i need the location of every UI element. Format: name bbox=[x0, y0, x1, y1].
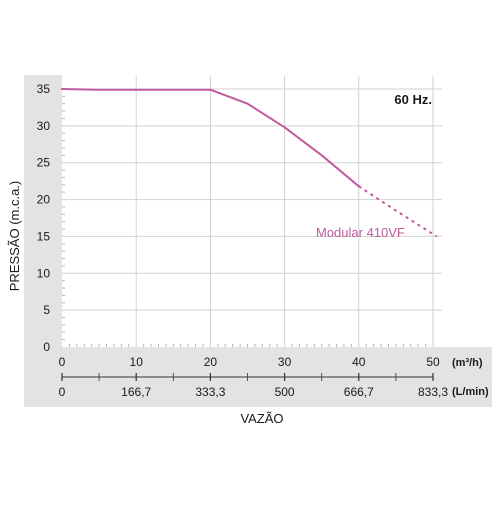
series-line-solid bbox=[61, 88, 360, 188]
series-label: Modular 410VF bbox=[316, 225, 405, 240]
x-tick-label-secondary: 500 bbox=[275, 385, 295, 399]
grid-lines bbox=[62, 76, 442, 347]
x-unit-secondary: (L/min) bbox=[452, 386, 489, 398]
y-axis-label: PRESSÃO (m.c.a.) bbox=[7, 181, 22, 292]
y-tick-label: 0 bbox=[43, 340, 50, 354]
y-axis-band bbox=[24, 75, 62, 347]
x-tick-label-secondary: 0 bbox=[59, 385, 66, 399]
y-tick-label: 30 bbox=[37, 119, 51, 133]
series-lines bbox=[61, 88, 438, 238]
x-tick-label-secondary: 833,3 bbox=[418, 385, 448, 399]
x-tick-label-primary: 20 bbox=[204, 355, 218, 369]
y-tick-label: 20 bbox=[37, 193, 51, 207]
frequency-label: 60 Hz. bbox=[394, 92, 432, 107]
x-tick-label-primary: 10 bbox=[130, 355, 144, 369]
x-tick-label-primary: 0 bbox=[59, 355, 66, 369]
labels: 60 Hz. PRESSÃO (m.c.a.) VAZÃO (m³/h) (L/… bbox=[7, 92, 489, 426]
y-tick-label: 10 bbox=[37, 266, 51, 280]
x-tick-label-primary: 30 bbox=[278, 355, 292, 369]
y-tick-label: 5 bbox=[43, 303, 50, 317]
series-line-dashed bbox=[358, 185, 438, 238]
x-tick-label-secondary: 166,7 bbox=[121, 385, 151, 399]
x-tick-label-secondary: 333,3 bbox=[195, 385, 225, 399]
y-tick-label: 25 bbox=[37, 156, 51, 170]
x-axis-label: VAZÃO bbox=[240, 411, 283, 426]
x-tick-label-primary: 50 bbox=[426, 355, 440, 369]
y-tick-label: 15 bbox=[37, 229, 51, 243]
y-tick-label: 35 bbox=[37, 82, 51, 96]
x-tick-label-secondary: 666,7 bbox=[344, 385, 374, 399]
x-unit-primary: (m³/h) bbox=[452, 357, 483, 369]
x-tick-label-primary: 40 bbox=[352, 355, 366, 369]
